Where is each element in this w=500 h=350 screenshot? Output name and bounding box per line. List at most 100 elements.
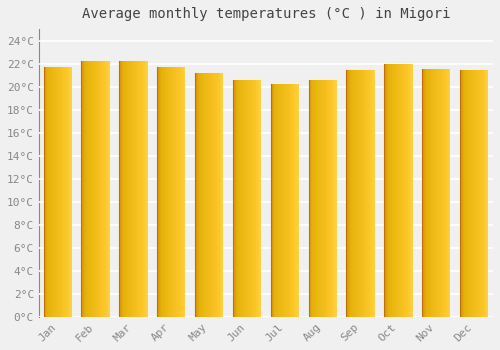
Bar [285, 84, 286, 317]
Bar [62, 67, 64, 317]
Bar [86, 61, 87, 317]
Bar [250, 80, 251, 317]
Bar [143, 61, 144, 317]
Bar [328, 80, 330, 317]
Bar [54, 67, 55, 317]
Bar [238, 80, 240, 317]
Bar [330, 80, 331, 317]
Bar [313, 80, 314, 317]
Bar [90, 61, 91, 317]
Bar [164, 67, 166, 317]
Bar [137, 61, 138, 317]
Bar [318, 80, 319, 317]
Bar [163, 67, 164, 317]
Bar [82, 61, 84, 317]
Bar [407, 64, 408, 317]
Bar [442, 69, 443, 317]
Bar [357, 70, 358, 317]
Bar [362, 70, 364, 317]
Bar [49, 67, 50, 317]
Bar [104, 61, 105, 317]
Bar [211, 73, 212, 317]
Bar [296, 84, 297, 317]
Bar [125, 61, 126, 317]
Bar [56, 67, 57, 317]
Bar [410, 64, 412, 317]
Bar [107, 61, 108, 317]
Bar [50, 67, 51, 317]
Bar [373, 70, 374, 317]
Bar [52, 67, 53, 317]
Bar [244, 80, 245, 317]
Bar [276, 84, 278, 317]
Bar [88, 61, 89, 317]
Bar [384, 64, 385, 317]
Bar [240, 80, 242, 317]
Bar [448, 69, 450, 317]
Bar [122, 61, 123, 317]
Bar [130, 61, 132, 317]
Bar [44, 67, 46, 317]
Bar [68, 67, 69, 317]
Bar [206, 73, 208, 317]
Bar [474, 70, 475, 317]
Bar [403, 64, 404, 317]
Bar [160, 67, 161, 317]
Bar [336, 80, 337, 317]
Bar [138, 61, 139, 317]
Bar [332, 80, 333, 317]
Bar [480, 70, 481, 317]
Bar [443, 69, 444, 317]
Bar [46, 67, 48, 317]
Bar [463, 70, 464, 317]
Bar [246, 80, 247, 317]
Bar [314, 80, 315, 317]
Bar [281, 84, 282, 317]
Bar [144, 61, 145, 317]
Bar [320, 80, 321, 317]
Bar [70, 67, 71, 317]
Bar [220, 73, 222, 317]
Bar [94, 61, 96, 317]
Bar [175, 67, 176, 317]
Bar [91, 61, 92, 317]
Bar [484, 70, 486, 317]
Bar [85, 61, 86, 317]
Bar [358, 70, 360, 317]
Bar [106, 61, 107, 317]
Bar [371, 70, 372, 317]
Bar [400, 64, 402, 317]
Bar [390, 64, 391, 317]
Bar [479, 70, 480, 317]
Bar [473, 70, 474, 317]
Bar [103, 61, 104, 317]
Bar [157, 67, 158, 317]
Bar [210, 73, 211, 317]
Bar [66, 67, 67, 317]
Bar [477, 70, 478, 317]
Bar [283, 84, 284, 317]
Bar [96, 61, 98, 317]
Bar [84, 61, 85, 317]
Bar [123, 61, 124, 317]
Bar [372, 70, 373, 317]
Bar [134, 61, 136, 317]
Bar [215, 73, 216, 317]
Bar [292, 84, 294, 317]
Bar [176, 67, 177, 317]
Bar [408, 64, 409, 317]
Bar [58, 67, 59, 317]
Bar [202, 73, 203, 317]
Bar [87, 61, 88, 317]
Bar [438, 69, 439, 317]
Bar [254, 80, 256, 317]
Bar [440, 69, 441, 317]
Bar [392, 64, 394, 317]
Bar [437, 69, 438, 317]
Bar [55, 67, 56, 317]
Bar [184, 67, 186, 317]
Bar [242, 80, 243, 317]
Bar [461, 70, 462, 317]
Bar [212, 73, 213, 317]
Bar [248, 80, 249, 317]
